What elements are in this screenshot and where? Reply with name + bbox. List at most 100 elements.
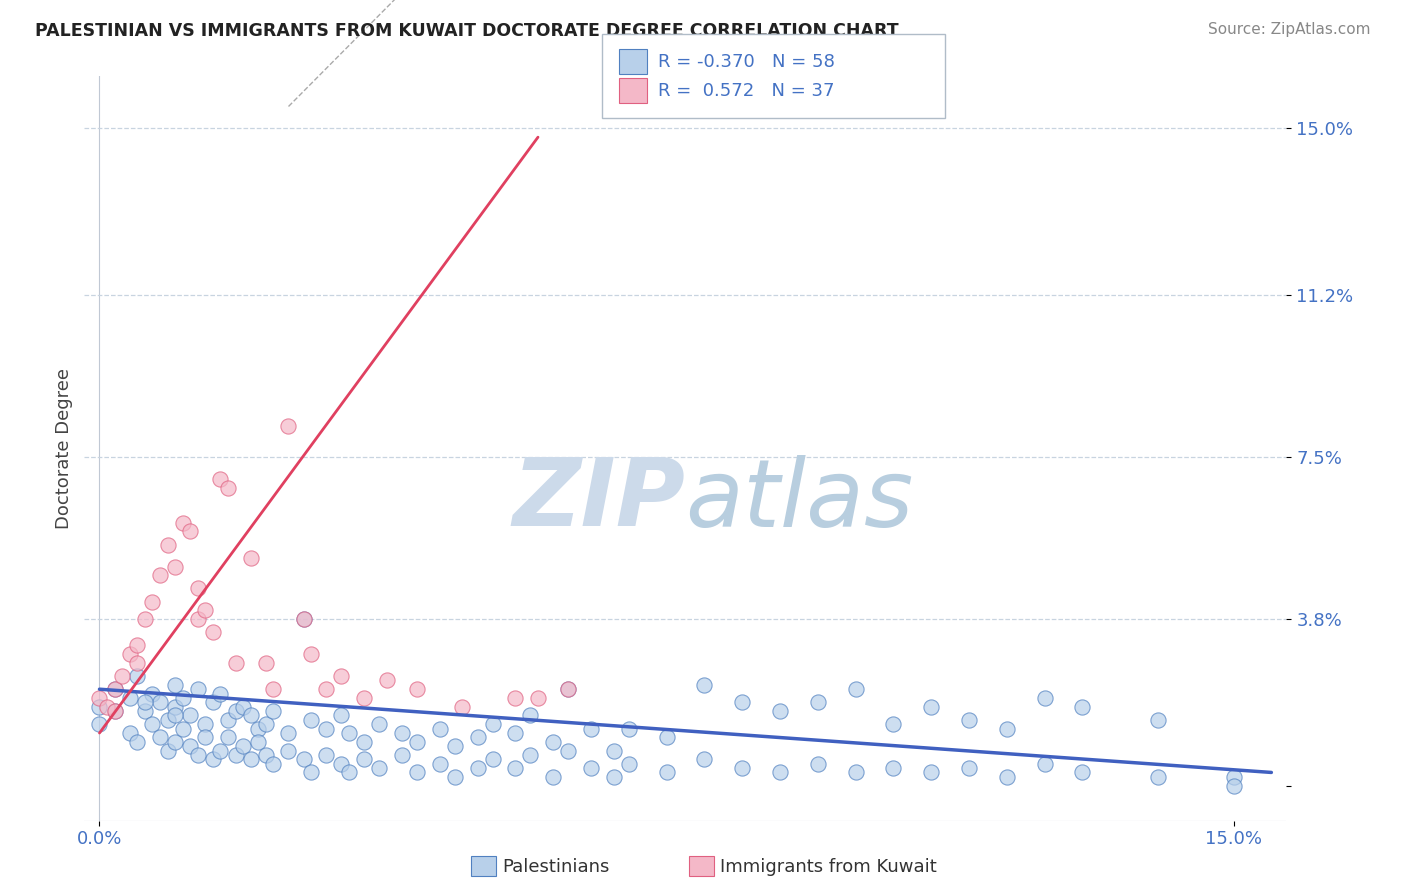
Text: R =  0.572   N = 37: R = 0.572 N = 37 xyxy=(658,82,835,100)
Point xyxy=(299,765,322,780)
Point xyxy=(254,717,277,731)
Point xyxy=(254,656,277,670)
Point xyxy=(201,625,224,640)
Text: Immigrants from Kuwait: Immigrants from Kuwait xyxy=(720,858,936,876)
Point xyxy=(232,739,254,753)
Point xyxy=(165,699,187,714)
Point xyxy=(217,731,239,745)
Point xyxy=(731,761,754,775)
Point xyxy=(1147,713,1170,727)
Point xyxy=(1071,765,1094,780)
Point xyxy=(156,538,179,552)
Point xyxy=(1222,779,1244,793)
Point xyxy=(844,765,866,780)
Point xyxy=(187,747,209,762)
Point xyxy=(217,481,239,495)
Point xyxy=(467,731,489,745)
Point xyxy=(209,743,232,757)
Point xyxy=(882,717,904,731)
Point xyxy=(104,704,127,718)
Point xyxy=(557,682,579,697)
Point xyxy=(134,612,156,626)
Point xyxy=(149,568,172,582)
Point xyxy=(406,682,429,697)
Point xyxy=(165,678,187,692)
Point xyxy=(579,722,602,736)
Point xyxy=(149,695,172,709)
Point xyxy=(194,717,217,731)
Point xyxy=(165,559,187,574)
Point xyxy=(443,739,465,753)
Text: ZIP: ZIP xyxy=(513,454,686,547)
Point xyxy=(134,695,156,709)
Point xyxy=(541,770,564,784)
Point xyxy=(920,765,942,780)
Point xyxy=(104,704,127,718)
Point xyxy=(995,722,1018,736)
Point xyxy=(602,770,624,784)
Point xyxy=(315,747,337,762)
Text: R = -0.370   N = 58: R = -0.370 N = 58 xyxy=(658,53,835,70)
Point xyxy=(247,722,270,736)
Point xyxy=(527,690,550,705)
Point xyxy=(353,752,375,766)
Point xyxy=(127,656,149,670)
Point xyxy=(693,752,716,766)
Point xyxy=(141,594,163,608)
Point xyxy=(541,735,564,749)
Point xyxy=(299,647,322,661)
Point xyxy=(225,704,247,718)
Point xyxy=(451,699,474,714)
Point xyxy=(149,731,172,745)
Point xyxy=(655,765,678,780)
Point xyxy=(731,695,754,709)
Point xyxy=(330,756,353,771)
Point xyxy=(769,704,792,718)
Point xyxy=(172,690,194,705)
Point xyxy=(505,690,527,705)
Point xyxy=(118,690,141,705)
Point xyxy=(443,770,465,784)
Point xyxy=(406,765,429,780)
Point xyxy=(769,765,792,780)
Point xyxy=(617,756,640,771)
Point xyxy=(194,603,217,617)
Point xyxy=(844,682,866,697)
Point xyxy=(277,743,299,757)
Point xyxy=(194,731,217,745)
Point xyxy=(96,699,118,714)
Point xyxy=(693,678,716,692)
Point xyxy=(505,726,527,740)
Point xyxy=(375,673,398,688)
Point xyxy=(292,752,315,766)
Point xyxy=(127,735,149,749)
Point xyxy=(337,765,360,780)
Point xyxy=(165,708,187,723)
Point xyxy=(187,682,209,697)
Point xyxy=(262,756,284,771)
Point xyxy=(209,687,232,701)
Point xyxy=(111,669,134,683)
Point xyxy=(579,761,602,775)
Point xyxy=(391,726,413,740)
Point xyxy=(406,735,429,749)
Point xyxy=(247,735,270,749)
Point xyxy=(104,682,127,697)
Point xyxy=(239,752,262,766)
Point xyxy=(519,747,541,762)
Point xyxy=(602,743,624,757)
Point xyxy=(655,731,678,745)
Point xyxy=(225,656,247,670)
Point xyxy=(187,612,209,626)
Point xyxy=(217,713,239,727)
Point xyxy=(299,713,322,727)
Point xyxy=(1147,770,1170,784)
Point xyxy=(104,682,127,697)
Point xyxy=(368,717,391,731)
Point xyxy=(617,722,640,736)
Point xyxy=(330,669,353,683)
Point xyxy=(330,708,353,723)
Point xyxy=(232,699,254,714)
Point xyxy=(467,761,489,775)
Point xyxy=(156,713,179,727)
